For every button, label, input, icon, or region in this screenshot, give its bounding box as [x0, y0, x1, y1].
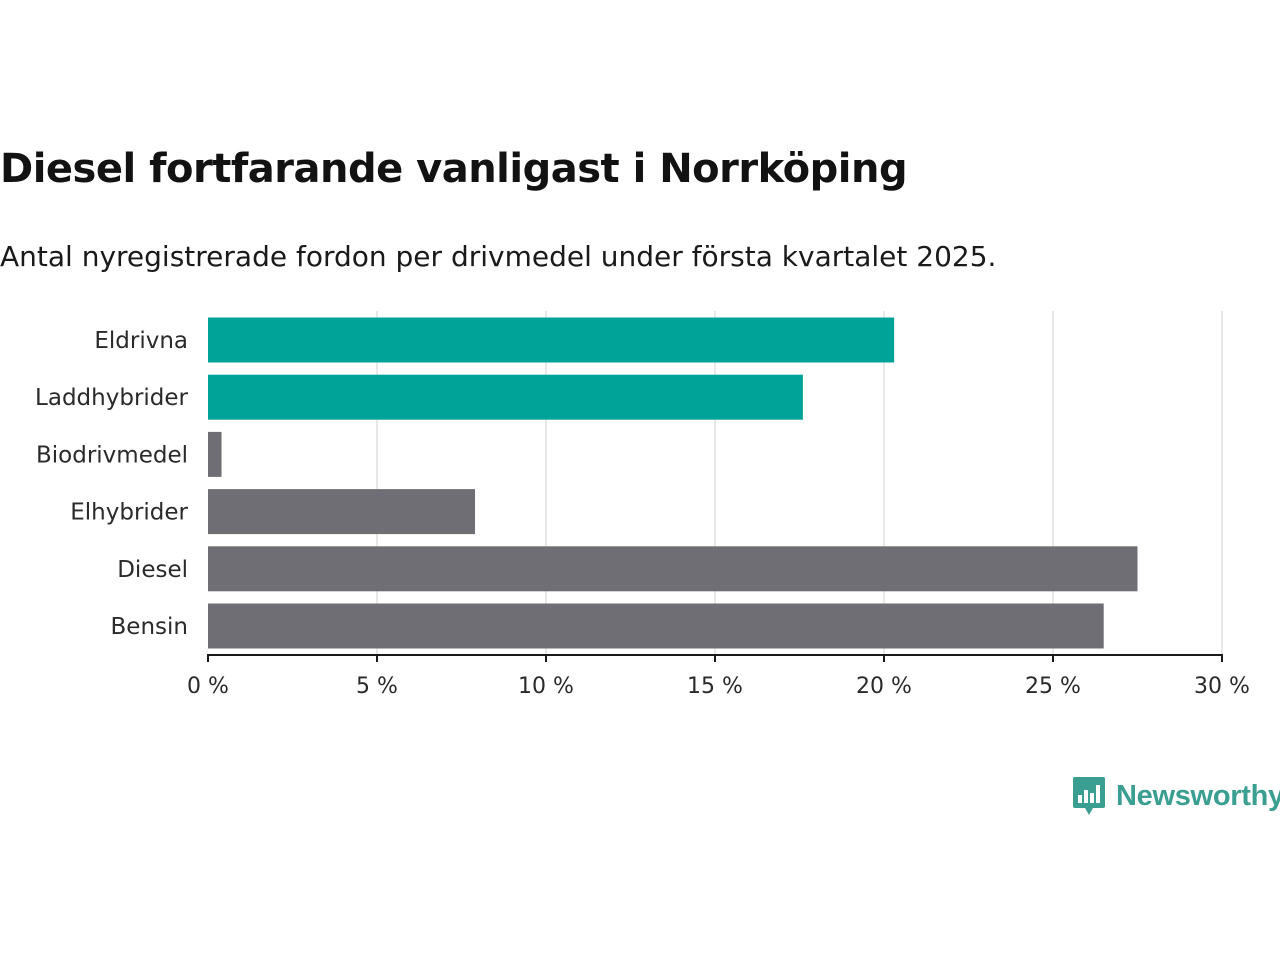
category-label: Laddhybrider [35, 385, 188, 411]
category-label: Biodrivmedel [36, 442, 188, 468]
bar-elhybrider [208, 489, 476, 535]
x-tick-label: 20 % [856, 674, 912, 699]
chart-subtitle: Antal nyregistrerade fordon per drivmede… [0, 240, 997, 273]
category-labels: Eldrivna Laddhybrider Biodrivmedel Elhybrid… [35, 328, 188, 640]
newsworthy-logo: Newsworthy [1072, 776, 1280, 816]
bar-eldrivna [208, 317, 895, 363]
category-label: Eldrivna [94, 328, 188, 354]
grid-lines [376, 311, 1223, 655]
x-tick-label: 5 % [356, 674, 398, 699]
chart-title: Diesel fortfarande vanligast i Norrköpin… [0, 146, 908, 192]
category-label: Elhybrider [70, 500, 188, 526]
x-axis: 0 % 5 % 10 % 15 % 20 % 25 % 30 % [187, 654, 1250, 699]
bars [208, 317, 1138, 649]
x-tick-label: 25 % [1025, 674, 1081, 699]
x-tick-label: 15 % [687, 674, 743, 699]
bar-bensin [208, 603, 1104, 649]
category-label: Bensin [111, 614, 188, 640]
bar-chart-speech-bubble-icon [1073, 777, 1105, 815]
category-label: Diesel [117, 557, 188, 583]
bar-laddhybrider [208, 374, 803, 420]
x-tick-label: 0 % [187, 674, 229, 699]
x-tick-label: 10 % [518, 674, 574, 699]
bar-biodrivmedel [208, 431, 222, 477]
logo-text: Newsworthy [1116, 779, 1280, 812]
bar-chart: 0 % 5 % 10 % 15 % 20 % 25 % 30 % Eldrivna Laddh… [35, 311, 1250, 699]
x-tick-label: 30 % [1194, 674, 1250, 699]
bar-diesel [208, 546, 1138, 592]
